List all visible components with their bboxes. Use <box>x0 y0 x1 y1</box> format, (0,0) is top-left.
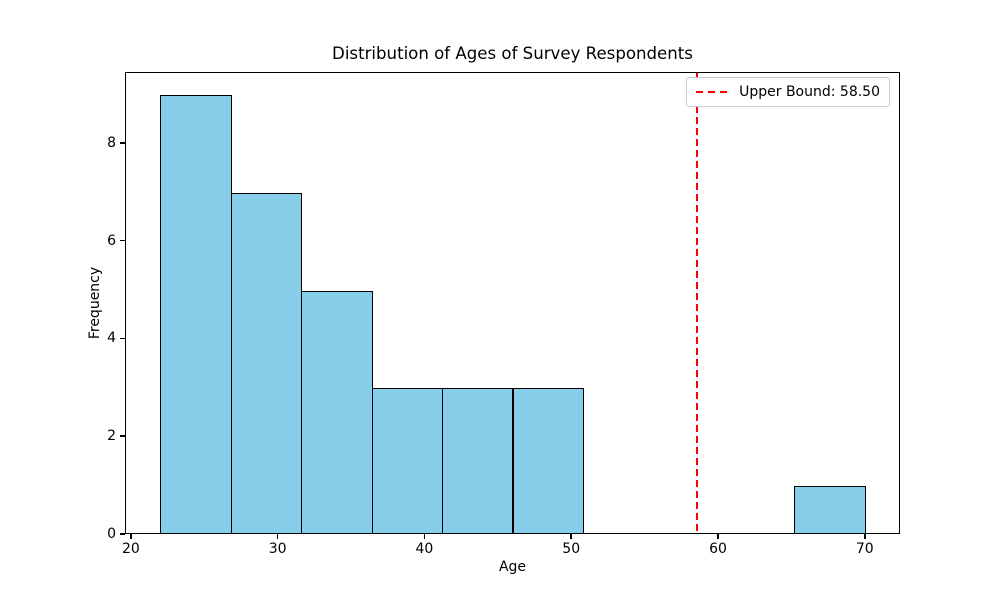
x-axis-label: Age <box>498 559 527 575</box>
chart-title: Distribution of Ages of Survey Responden… <box>332 44 693 63</box>
x-tick-label: 70 <box>855 541 874 557</box>
x-tick-mark <box>130 534 132 539</box>
x-tick-mark <box>276 534 279 539</box>
plot-area: Upper Bound: 58.50 <box>125 72 900 534</box>
histogram-bar <box>230 192 303 534</box>
x-tick-mark <box>717 534 719 539</box>
dashed-line-icon <box>696 91 731 93</box>
histogram-bar <box>371 388 444 534</box>
y-axis-label: Frequency <box>87 266 103 340</box>
y-tick-mark <box>120 142 125 144</box>
y-tick-label: 8 <box>107 134 116 151</box>
y-tick-label: 4 <box>107 330 116 347</box>
x-tick-mark <box>864 534 866 539</box>
y-tick-label: 2 <box>107 428 116 445</box>
x-tick-label: 20 <box>121 541 140 557</box>
x-tick-label: 30 <box>268 541 287 557</box>
y-tick-mark <box>120 533 125 535</box>
x-tick-mark <box>423 534 426 539</box>
histogram-bar <box>160 95 232 534</box>
x-tick-mark <box>570 534 572 539</box>
y-tick-mark <box>120 239 125 242</box>
histogram-bar <box>512 388 584 534</box>
y-tick-mark <box>120 435 125 437</box>
x-tick-label: 50 <box>562 541 581 557</box>
legend: Upper Bound: 58.50 <box>686 77 890 107</box>
x-tick-label: 60 <box>709 541 727 557</box>
histogram-bar <box>794 486 866 534</box>
histogram-bar <box>442 388 514 534</box>
histogram-bar <box>301 290 373 534</box>
upper-bound-line <box>695 73 698 533</box>
x-tick-label: 40 <box>415 541 434 557</box>
y-tick-mark <box>120 337 125 340</box>
y-tick-label: 0 <box>107 526 116 542</box>
legend-label: Upper Bound: 58.50 <box>739 84 880 100</box>
y-tick-label: 6 <box>107 232 116 249</box>
